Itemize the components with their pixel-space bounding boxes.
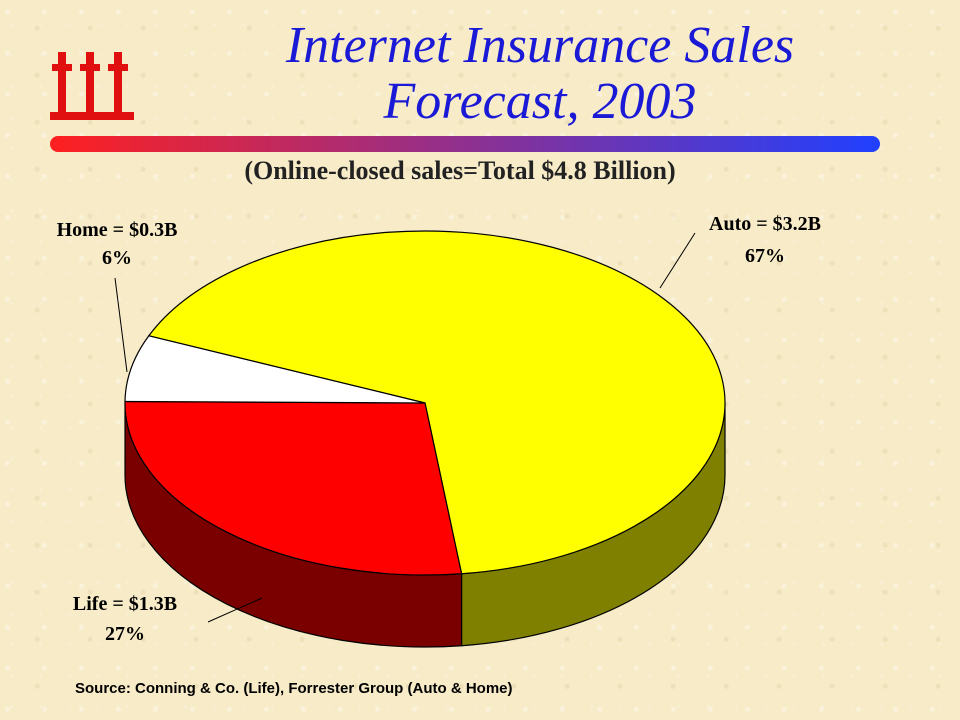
pie-slice-life	[124, 400, 463, 576]
leader-line-home	[114, 277, 128, 373]
title-line-1: Internet Insurance Sales	[285, 17, 795, 74]
title-line-2: Forecast, 2003	[383, 73, 697, 130]
slice-percent-life: 27%	[105, 623, 145, 645]
slice-percent-home: 6%	[102, 247, 132, 269]
slice-percent-auto: 67%	[745, 245, 785, 267]
pie-slice-auto	[147, 230, 726, 575]
pie-slice-home	[124, 335, 426, 404]
iii-logo-icon	[50, 52, 134, 120]
slice-label-home: Home = $0.3B	[57, 219, 178, 241]
leader-line-auto	[659, 232, 696, 289]
title-divider	[50, 136, 880, 152]
pie-tops	[124, 230, 726, 576]
page-title: Internet Insurance Sales Forecast, 2003	[160, 18, 920, 130]
chart-subtitle: (Online-closed sales=Total $4.8 Billion)	[244, 156, 676, 185]
leader-line-life	[207, 597, 263, 623]
source-note: Source: Conning & Co. (Life), Forrester …	[75, 680, 513, 697]
slice-label-life: Life = $1.3B	[73, 593, 177, 615]
slice-label-auto: Auto = $3.2B	[709, 213, 821, 235]
pie-labels: Auto = $3.2B 67% Life = $1.3B 27% Home = $0.…	[57, 213, 821, 645]
